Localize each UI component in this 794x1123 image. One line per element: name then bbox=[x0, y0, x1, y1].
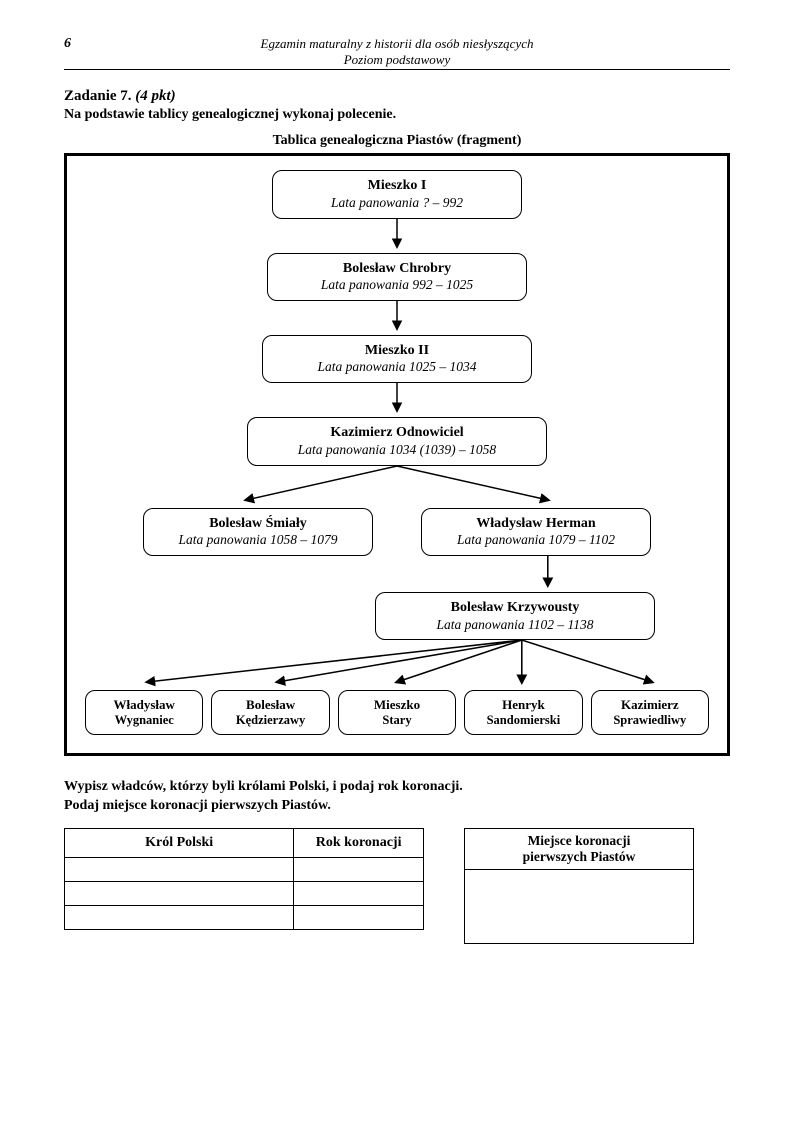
node-years: Lata panowania 1079 – 1102 bbox=[440, 532, 632, 549]
answer-tables: Król Polski Rok koronacji Miejsce korona… bbox=[64, 828, 730, 944]
leaf-line1: Mieszko bbox=[343, 697, 451, 713]
node-years: Lata panowania 992 – 1025 bbox=[286, 277, 508, 294]
leaf-kedzierzawy: Bolesław Kędzierzawy bbox=[211, 690, 329, 735]
table-row bbox=[65, 881, 424, 905]
leaf-line2: Sprawiedliwy bbox=[596, 713, 704, 728]
task-instruction: Na podstawie tablicy genealogicznej wyko… bbox=[64, 107, 730, 123]
arrow-down-icon bbox=[85, 219, 709, 253]
leaf-wygnaniec: Władysław Wygnaniec bbox=[85, 690, 203, 735]
table-row bbox=[465, 870, 694, 944]
node-name: Bolesław Śmiały bbox=[162, 515, 354, 533]
page-number: 6 bbox=[64, 36, 94, 52]
col-king: Król Polski bbox=[65, 828, 294, 857]
leaf-row: Władysław Wygnaniec Bolesław Kędzierzawy… bbox=[85, 690, 709, 735]
genealogy-diagram: Mieszko I Lata panowania ? – 992 Bolesła… bbox=[64, 153, 730, 756]
header-line1: Miejsce koronacji bbox=[528, 833, 631, 848]
node-chrobry: Bolesław Chrobry Lata panowania 992 – 10… bbox=[267, 253, 527, 301]
leaf-line1: Władysław bbox=[90, 697, 198, 713]
question-text: Wypisz władców, którzy byli królami Pols… bbox=[64, 778, 730, 816]
col-place: Miejsce koronacji pierwszych Piastów bbox=[465, 828, 694, 869]
task-title: Zadanie 7. (4 pkt) bbox=[64, 88, 730, 105]
branch-five-icon bbox=[85, 640, 709, 690]
header-line2: Poziom podstawowy bbox=[344, 52, 451, 67]
node-smialy: Bolesław Śmiały Lata panowania 1058 – 10… bbox=[143, 508, 373, 556]
node-name: Mieszko I bbox=[291, 177, 503, 195]
question-line1: Wypisz władców, którzy byli królami Pols… bbox=[64, 779, 463, 794]
leaf-line2: Sandomierski bbox=[469, 713, 577, 728]
leaf-stary: Mieszko Stary bbox=[338, 690, 456, 735]
task-points: (4 pkt) bbox=[135, 88, 175, 104]
leaf-line2: Wygnaniec bbox=[90, 713, 198, 728]
node-years: Lata panowania 1034 (1039) – 1058 bbox=[266, 442, 528, 459]
header-title: Egzamin maturalny z historii dla osób ni… bbox=[94, 36, 700, 67]
leaf-sprawiedliwy: Kazimierz Sprawiedliwy bbox=[591, 690, 709, 735]
node-name: Kazimierz Odnowiciel bbox=[266, 424, 528, 442]
node-name: Bolesław Chrobry bbox=[286, 260, 508, 278]
leaf-sandomierski: Henryk Sandomierski bbox=[464, 690, 582, 735]
node-mieszko2: Mieszko II Lata panowania 1025 – 1034 bbox=[262, 335, 532, 383]
node-name: Mieszko II bbox=[281, 342, 513, 360]
task-number: Zadanie 7. bbox=[64, 88, 132, 104]
header-line1: Egzamin maturalny z historii dla osób ni… bbox=[261, 36, 534, 51]
node-krzywousty: Bolesław Krzywousty Lata panowania 1102 … bbox=[375, 592, 655, 640]
branch-two-icon bbox=[85, 466, 709, 508]
leaf-line2: Stary bbox=[343, 713, 451, 728]
table-coronation-place: Miejsce koronacji pierwszych Piastów bbox=[464, 828, 694, 944]
arrow-down-icon bbox=[85, 383, 709, 417]
node-wrap: Bolesław Krzywousty Lata panowania 1102 … bbox=[85, 592, 709, 640]
leaf-line1: Henryk bbox=[469, 697, 577, 713]
leaf-line2: Kędzierzawy bbox=[216, 713, 324, 728]
table-kings: Król Polski Rok koronacji bbox=[64, 828, 424, 930]
node-odnowiciel: Kazimierz Odnowiciel Lata panowania 1034… bbox=[247, 417, 547, 465]
table-row bbox=[65, 857, 424, 881]
node-years: Lata panowania 1102 – 1138 bbox=[394, 617, 636, 634]
node-years: Lata panowania 1025 – 1034 bbox=[281, 359, 513, 376]
children-row: Bolesław Śmiały Lata panowania 1058 – 10… bbox=[85, 508, 709, 556]
col-year: Rok koronacji bbox=[294, 828, 424, 857]
node-herman: Władysław Herman Lata panowania 1079 – 1… bbox=[421, 508, 651, 556]
header-line2: pierwszych Piastów bbox=[523, 849, 636, 864]
node-name: Władysław Herman bbox=[440, 515, 632, 533]
arrow-down-icon bbox=[85, 556, 709, 592]
node-years: Lata panowania 1058 – 1079 bbox=[162, 532, 354, 549]
node-name: Bolesław Krzywousty bbox=[394, 599, 636, 617]
page-header: 6 Egzamin maturalny z historii dla osób … bbox=[64, 36, 730, 70]
node-years: Lata panowania ? – 992 bbox=[291, 195, 503, 212]
leaf-line1: Kazimierz bbox=[596, 697, 704, 713]
arrow-down-icon bbox=[85, 301, 709, 335]
node-mieszko1: Mieszko I Lata panowania ? – 992 bbox=[272, 170, 522, 218]
diagram-caption: Tablica genealogiczna Piastów (fragment) bbox=[64, 133, 730, 149]
table-row bbox=[65, 905, 424, 929]
leaf-line1: Bolesław bbox=[216, 697, 324, 713]
question-line2: Podaj miejsce koronacji pierwszych Piast… bbox=[64, 798, 331, 813]
